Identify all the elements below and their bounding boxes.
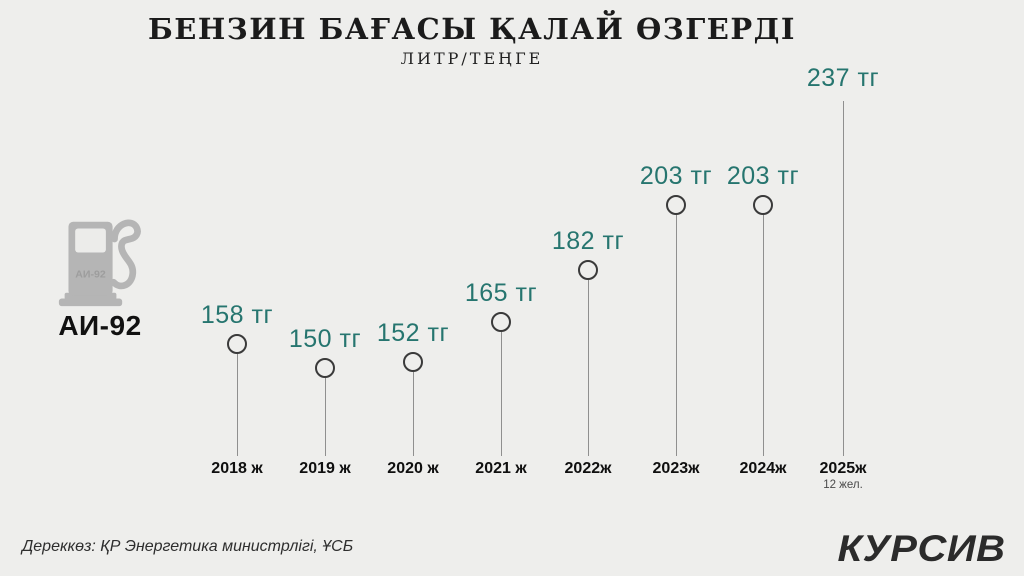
point-marker	[315, 358, 335, 378]
value-label: 150 тг	[288, 325, 362, 353]
year-label: 2019 ж	[299, 460, 351, 477]
year-label: 2023ж	[652, 460, 700, 477]
fuel-type-label: АИ-92	[58, 310, 142, 341]
pump-fuel-text: АИ-92	[75, 268, 106, 280]
value-label: 158 тг	[200, 301, 274, 329]
year-label: 2024ж	[739, 460, 787, 477]
stem-line	[843, 101, 844, 456]
stem-line	[325, 378, 326, 456]
value-label: 152 тг	[376, 319, 450, 347]
pump-screen	[75, 228, 106, 253]
chart-header: БЕНЗИН БАҒАСЫ ҚАЛАЙ ӨЗГЕРДІ ЛИТР/ТЕҢГЕ	[0, 12, 944, 68]
value-label: 203 тг	[726, 162, 800, 190]
point-marker	[491, 312, 511, 332]
fuel-pump-icon: АИ-92	[55, 216, 151, 310]
source-note: Дереккөз: ҚР Энергетика министрлігі, ҰСБ	[22, 538, 354, 555]
year-label: 2020 ж	[387, 460, 439, 477]
year-label: 2025ж	[819, 460, 867, 477]
date-note: 12 жел.	[823, 479, 863, 491]
stem-line	[501, 332, 502, 456]
year-label: 2018 ж	[211, 460, 263, 477]
pump-hose	[110, 219, 141, 290]
point-marker	[578, 260, 598, 280]
value-label: 165 тг	[464, 279, 538, 307]
point-marker	[403, 352, 423, 372]
value-label: 203 тг	[639, 162, 713, 190]
value-label: 182 тг	[551, 227, 625, 255]
chart-title: БЕНЗИН БАҒАСЫ ҚАЛАЙ ӨЗГЕРДІ	[148, 12, 796, 46]
year-label: 2021 ж	[475, 460, 527, 477]
chart-subtitle: ЛИТР/ТЕҢГЕ	[400, 49, 544, 68]
point-marker	[666, 195, 686, 215]
point-marker	[227, 334, 247, 354]
stem-line	[763, 215, 764, 456]
value-label: 237 тг	[806, 64, 880, 92]
pump-base	[58, 298, 123, 307]
kursiv-logo: КУРСИВ	[838, 528, 1006, 569]
point-marker	[753, 195, 773, 215]
stem-line	[588, 280, 589, 456]
year-label: 2022ж	[564, 460, 612, 477]
stem-line	[676, 215, 677, 456]
stem-line	[413, 372, 414, 456]
stem-line	[237, 354, 238, 456]
